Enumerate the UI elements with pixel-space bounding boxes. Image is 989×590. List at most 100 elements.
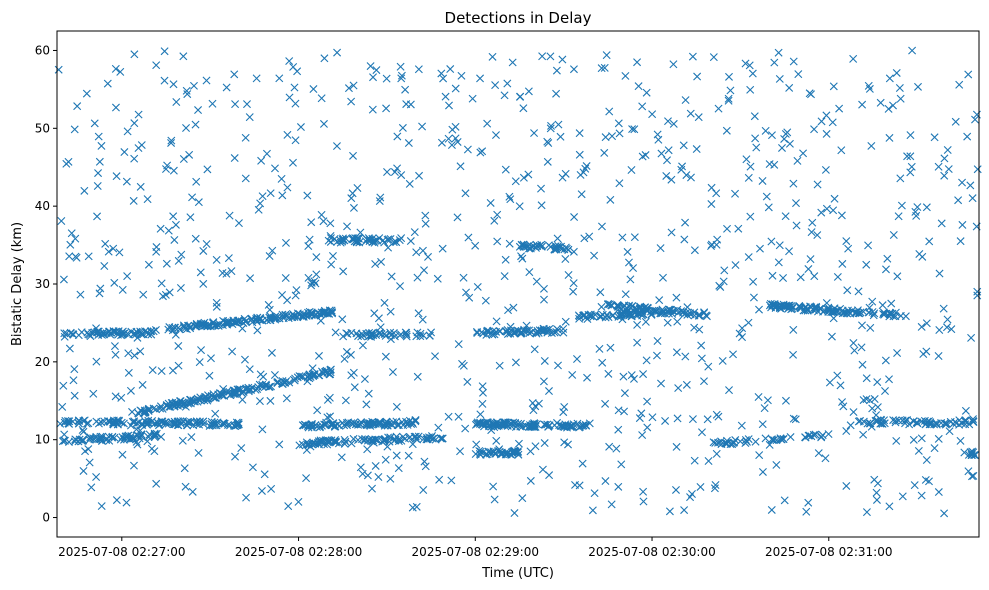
data-point	[688, 52, 697, 61]
data-point	[801, 306, 810, 315]
data-point	[580, 234, 589, 243]
data-point	[973, 287, 982, 296]
data-point	[887, 299, 896, 308]
data-point	[372, 435, 381, 444]
data-point	[313, 406, 322, 415]
data-point	[170, 323, 179, 332]
data-point	[92, 435, 101, 444]
data-point	[328, 308, 337, 317]
data-point	[331, 436, 340, 445]
data-point	[404, 139, 413, 148]
data-point	[785, 139, 794, 148]
data-point	[943, 146, 952, 154]
data-point	[185, 395, 194, 404]
data-point	[925, 417, 934, 426]
data-point	[143, 195, 152, 204]
data-point	[305, 235, 314, 244]
data-point	[893, 272, 902, 281]
data-point	[392, 451, 401, 460]
data-point	[704, 457, 713, 465]
data-point	[789, 179, 798, 188]
data-point	[870, 475, 879, 484]
data-point	[259, 372, 268, 381]
data-point	[112, 172, 121, 181]
data-point	[281, 238, 290, 247]
data-point	[421, 219, 430, 228]
data-point	[615, 179, 624, 188]
data-point	[265, 252, 274, 261]
data-point	[284, 502, 293, 511]
data-point	[446, 65, 455, 74]
data-point	[885, 74, 894, 83]
data-point	[776, 435, 785, 444]
data-point	[506, 419, 515, 428]
data-point	[122, 177, 131, 186]
data-point	[236, 385, 245, 394]
data-point	[132, 437, 141, 446]
data-point	[138, 380, 147, 389]
data-point	[554, 120, 563, 129]
data-point	[278, 291, 287, 300]
data-point	[152, 479, 161, 488]
data-point	[315, 351, 323, 360]
data-point	[583, 373, 592, 382]
data-point	[461, 424, 470, 433]
data-point	[515, 202, 524, 211]
data-point	[966, 181, 975, 190]
data-point	[544, 422, 553, 431]
data-point	[492, 436, 501, 445]
data-point	[123, 272, 132, 281]
data-point	[213, 320, 222, 329]
data-point	[210, 321, 219, 330]
data-point	[570, 213, 579, 222]
data-point	[182, 86, 191, 95]
data-point	[504, 306, 513, 315]
y-axis: 0 10 20 30 40 50 60	[35, 43, 57, 525]
data-point	[858, 360, 867, 369]
data-point	[371, 259, 380, 268]
data-point	[601, 399, 610, 408]
data-point	[370, 238, 379, 247]
data-point	[697, 341, 706, 350]
data-point	[408, 440, 417, 449]
data-point	[859, 430, 868, 439]
data-point	[404, 451, 413, 460]
data-point	[415, 171, 424, 180]
data-point	[628, 302, 637, 310]
data-point	[525, 240, 534, 249]
data-point	[483, 450, 492, 459]
data-point	[65, 252, 74, 261]
data-point	[628, 125, 637, 134]
data-point	[917, 491, 926, 500]
data-point	[794, 70, 803, 79]
data-point	[738, 324, 747, 333]
data-point	[420, 266, 429, 275]
data-point	[457, 71, 466, 80]
data-point	[377, 330, 386, 339]
data-point	[104, 247, 113, 256]
data-point	[402, 332, 411, 341]
data-point	[968, 472, 976, 481]
data-point	[304, 242, 313, 251]
data-point	[811, 430, 820, 439]
data-point	[124, 431, 133, 440]
data-point	[738, 333, 747, 342]
data-point	[529, 406, 538, 415]
data-point	[754, 393, 763, 402]
data-point	[930, 420, 939, 429]
data-point	[203, 322, 212, 331]
data-point	[729, 350, 738, 359]
data-point	[257, 156, 266, 165]
data-point	[277, 379, 286, 388]
data-point	[445, 101, 453, 110]
data-point	[219, 418, 228, 427]
data-point	[668, 306, 677, 315]
data-point	[958, 220, 967, 229]
data-point	[633, 338, 642, 347]
data-point	[94, 331, 103, 340]
data-point	[891, 416, 900, 425]
data-point	[275, 314, 284, 323]
data-point	[872, 488, 881, 497]
data-point	[636, 302, 645, 311]
